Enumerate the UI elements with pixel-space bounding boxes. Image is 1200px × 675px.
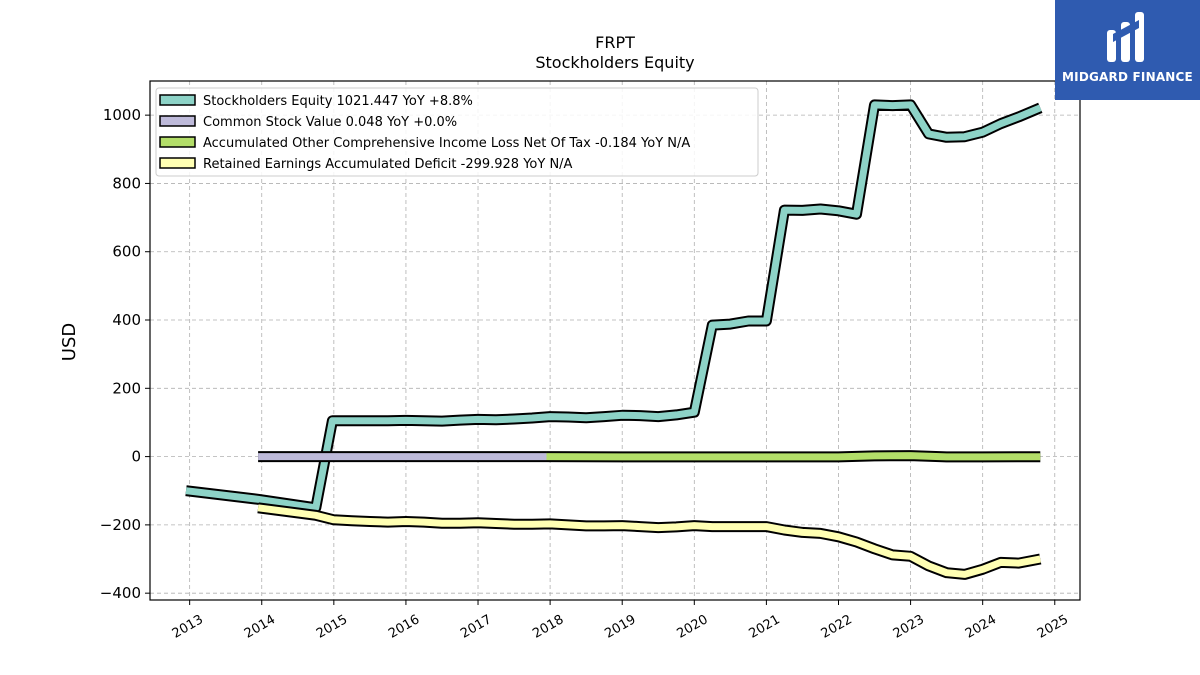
plot-series	[185, 99, 1043, 580]
x-tick-label: 2015	[314, 612, 350, 642]
brand-logo-icon	[1107, 12, 1144, 62]
x-tick-label: 2014	[242, 612, 278, 642]
series-stockholders-equity	[185, 99, 1043, 514]
x-tick-label: 2018	[530, 612, 566, 642]
brand-logo: MIDGARD FINANCE	[1055, 0, 1200, 100]
legend-label-stockholders-equity: Stockholders Equity 1021.447 YoY +8.8%	[203, 94, 473, 109]
series-accumulated-oci	[546, 450, 1041, 463]
series-retained-earnings	[257, 502, 1042, 580]
x-tick-label: 2023	[891, 612, 927, 642]
y-tick-label: 400	[112, 311, 141, 329]
series-line	[257, 504, 1041, 578]
x-tick-label: 2025	[1035, 612, 1071, 642]
y-tick-label: 1000	[103, 106, 141, 124]
chart-title: FRPT	[595, 33, 635, 52]
legend-label-common-stock-value: Common Stock Value 0.048 YoY +0.0%	[203, 115, 457, 130]
y-tick-label: 600	[112, 243, 141, 261]
y-axis: −400 −200 0 200 400 600 800 1000	[100, 106, 150, 602]
legend-swatch-retained-earnings	[159, 157, 196, 169]
legend-label-retained-earnings: Retained Earnings Accumulated Deficit -2…	[203, 157, 573, 172]
x-axis: 2013 2014 2015 2016 2017 2018 2019 2020 2021 2022…	[170, 600, 1071, 642]
x-tick-label: 2021	[747, 612, 783, 642]
legend-swatch-common-stock-value	[159, 115, 196, 127]
y-tick-label: 200	[112, 379, 141, 397]
y-tick-label: −400	[100, 584, 141, 602]
legend-label-accumulated-oci: Accumulated Other Comprehensive Income L…	[203, 136, 690, 151]
x-tick-label: 2020	[674, 612, 710, 642]
series-line	[546, 452, 1041, 461]
brand-logo-text: MIDGARD FINANCE	[1062, 70, 1193, 84]
y-tick-label: 800	[112, 174, 141, 192]
y-tick-label: 0	[131, 448, 141, 466]
legend: Stockholders Equity 1021.447 YoY +8.8% C…	[155, 87, 759, 177]
x-tick-label: 2024	[963, 612, 999, 642]
plot-area-frame	[149, 80, 1081, 601]
x-tick-label: 2016	[386, 612, 422, 642]
chart-subtitle: Stockholders Equity	[535, 53, 694, 72]
y-axis-label: USD	[59, 323, 80, 361]
x-tick-label: 2017	[458, 612, 494, 642]
y-tick-label: −200	[100, 516, 141, 534]
legend-swatch-accumulated-oci	[159, 136, 196, 148]
x-tick-label: 2013	[170, 612, 206, 642]
x-tick-label: 2019	[602, 612, 638, 642]
series-line	[185, 101, 1042, 512]
legend-swatch-stockholders-equity	[159, 94, 196, 106]
x-tick-label: 2022	[819, 612, 855, 642]
legend-box	[155, 87, 759, 177]
